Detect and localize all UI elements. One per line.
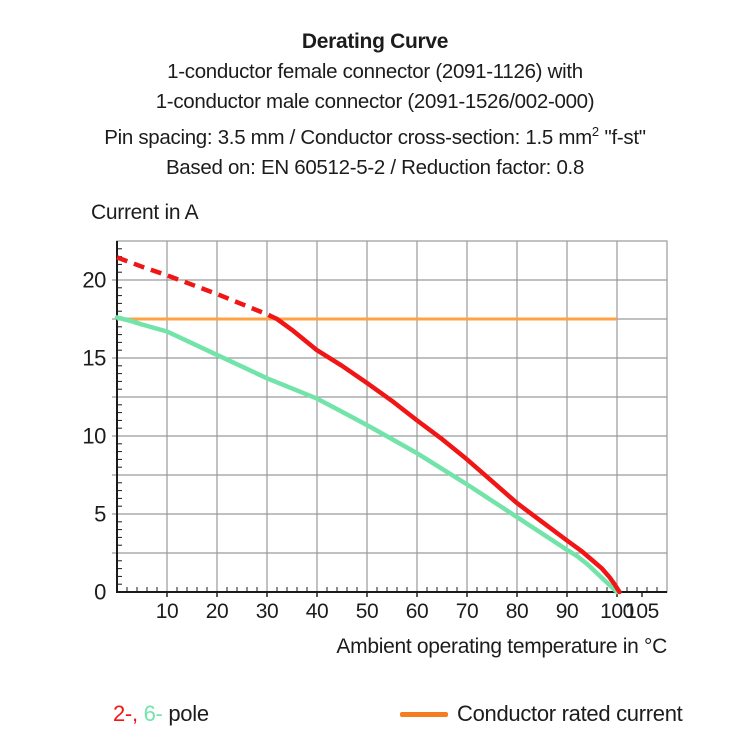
- x-tick-label: 70: [456, 600, 479, 623]
- chart-title: Derating Curve: [301, 30, 449, 53]
- spec-line-text: Pin spacing: 3.5 mm / Conductor cross-se…: [104, 125, 592, 149]
- curve-2pole-dashed: [116, 255, 278, 322]
- legend-2pole-label: 2-,: [113, 701, 138, 726]
- spec-line-suffix: "f-st": [599, 125, 647, 149]
- x-tick-label: 100: [600, 600, 634, 623]
- curve-6pole: [114, 315, 620, 595]
- legend-6pole-label: 6-: [143, 701, 163, 726]
- legend-pole-suffix: pole: [168, 701, 209, 726]
- x-tick-label: 105: [625, 600, 659, 623]
- curve-2pole-solid: [274, 316, 622, 595]
- x-tick-label: 10: [156, 600, 179, 623]
- y-tick-labels: 0 5 10 15 20: [82, 268, 106, 605]
- x-tick-label: 20: [206, 600, 229, 623]
- chart-header: Derating Curve 1-conductor female connec…: [0, 27, 750, 183]
- x-tick-label: 80: [506, 600, 529, 623]
- rated-current-swatch: [400, 712, 448, 717]
- plot-border: [116, 240, 668, 593]
- basis-line: Based on: EN 60512-5-2 / Reduction facto…: [165, 155, 585, 179]
- subtitle-line-2: 1-conductor male connector (2091-1526/00…: [155, 90, 595, 113]
- y-tick-label: 5: [94, 502, 106, 527]
- y-tick-label: 20: [82, 268, 106, 293]
- legend-poles: 2-, 6- pole: [113, 701, 209, 727]
- x-tick-label: 90: [556, 600, 579, 623]
- y-tick-label: 10: [82, 424, 106, 449]
- legend-rated-current: Conductor rated current: [400, 701, 683, 727]
- y-axis-title: Current in A: [91, 201, 199, 224]
- x-tick-label: 30: [256, 600, 279, 623]
- rated-current-label: Conductor rated current: [457, 701, 683, 726]
- x-tick-label: 50: [356, 600, 379, 623]
- spec-line: Pin spacing: 3.5 mm / Conductor cross-se…: [0, 117, 750, 153]
- grid-lines: [112, 241, 667, 597]
- y-tick-label: 15: [82, 346, 106, 371]
- spec-superscript: 2: [591, 124, 600, 139]
- x-axis-title: Ambient operating temperature in °C: [336, 635, 667, 658]
- x-tick-label: 40: [306, 600, 329, 623]
- y-tick-label: 0: [94, 580, 106, 605]
- subtitle-line-1: 1-conductor female connector (2091-1126)…: [167, 60, 583, 83]
- x-tick-label: 60: [406, 600, 429, 623]
